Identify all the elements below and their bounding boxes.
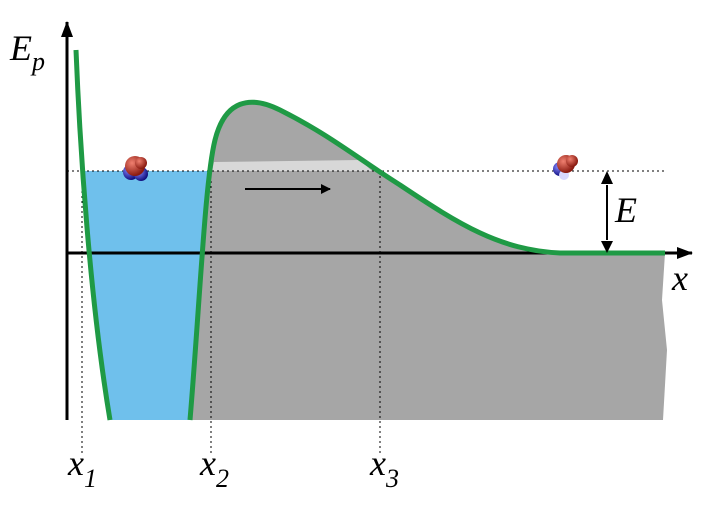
well-region <box>83 171 208 420</box>
energy-axis-label: Ep <box>9 28 45 76</box>
x1-label: x1 <box>67 443 97 493</box>
label-subscript: p <box>30 47 45 76</box>
label-subscript: 1 <box>84 464 97 493</box>
barrier-highlight <box>212 160 372 171</box>
label-main: x <box>67 443 84 483</box>
energy-label: E <box>614 190 637 230</box>
label-subscript: 2 <box>216 464 229 493</box>
molecule <box>553 155 578 180</box>
barrier-region <box>190 102 667 420</box>
label-subscript: 3 <box>385 464 399 493</box>
potential-curve <box>187 99 665 421</box>
position-axis-label: x <box>671 258 688 298</box>
label-main: x <box>369 443 386 483</box>
label-main: x <box>199 443 216 483</box>
x3-label: x3 <box>369 443 399 493</box>
molecule <box>123 156 148 181</box>
x2-label: x2 <box>199 443 229 493</box>
potential-curve <box>73 49 113 421</box>
label-main: E <box>9 28 32 68</box>
